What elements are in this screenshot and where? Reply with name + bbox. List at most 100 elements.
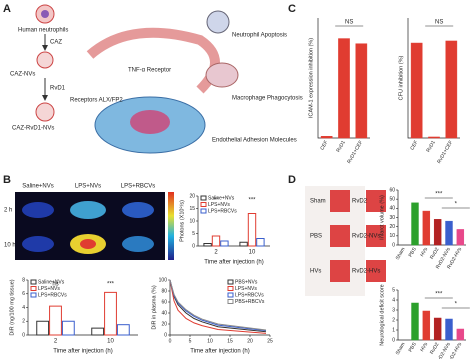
annotation: *** xyxy=(435,192,443,198)
x-tick-label: 15 xyxy=(227,338,233,344)
y-tick-label: 20 xyxy=(389,224,395,230)
legend-label: LPS+NVs xyxy=(38,286,60,292)
x-axis-label: Time after injection (h) xyxy=(53,349,112,355)
annotation: NS xyxy=(345,20,353,26)
y-tick-label: 6 xyxy=(22,291,25,297)
y-tick-label: 0 xyxy=(22,332,25,338)
legend-swatch xyxy=(227,286,234,291)
y-axis-label: ICAM-1 expression inhibition (%) xyxy=(308,38,314,118)
y-axis-label: CFU inhibition (%) xyxy=(398,56,404,101)
annotation: * xyxy=(455,202,458,208)
legend-label: PBS+NVs xyxy=(235,279,258,285)
x-tick-label: PBS xyxy=(408,341,419,353)
bar xyxy=(456,229,465,246)
cell-nucleus xyxy=(130,110,170,134)
brain-images: Sham PBS HVs RvD2 RvD2-NVs RvD2-HVs xyxy=(305,186,386,296)
legend-swatch xyxy=(30,286,37,291)
axis xyxy=(317,18,370,139)
x-tick-label: Sham xyxy=(395,342,407,356)
y-tick-label: 4 xyxy=(392,297,395,303)
imaging: Saline+NVs LPS+NVs LPS+RBCVs 2 h 10 h xyxy=(4,184,174,260)
line xyxy=(169,279,267,331)
brain-slice xyxy=(330,190,350,212)
bar xyxy=(256,238,265,247)
y-tick-label: 40 xyxy=(161,310,167,316)
x-tick-label: 10 xyxy=(107,339,114,345)
x-tick-label: 25 xyxy=(267,338,273,344)
macrophage-icon xyxy=(205,62,239,88)
bar xyxy=(445,220,453,246)
bar xyxy=(410,42,423,139)
annotation: *** xyxy=(107,282,115,288)
bar xyxy=(211,235,221,247)
x-tick-label: CEF xyxy=(409,140,419,152)
brain-label: RvD2 xyxy=(352,199,368,205)
annotation: * xyxy=(455,302,458,308)
receptor-label: Receptors ALX/FP2 xyxy=(70,98,123,104)
x-tick-label: CEF xyxy=(319,140,329,152)
bar xyxy=(433,219,442,246)
column-label: Saline+NVs xyxy=(22,184,54,190)
line xyxy=(169,279,267,334)
y-tick-label: 10 xyxy=(189,218,195,224)
legend-swatch xyxy=(200,208,207,214)
annotation: ns xyxy=(52,282,58,288)
x-tick-label: HVs xyxy=(419,341,429,353)
annotation: ** xyxy=(214,198,219,204)
bar xyxy=(49,305,62,336)
effect-label: Neutrophil Apoptosis xyxy=(232,33,287,39)
column-label: LPS+NVs xyxy=(75,184,101,190)
y-tick-label: 15 xyxy=(189,206,195,212)
bar xyxy=(433,317,442,341)
y-tick-label: 0 xyxy=(192,243,195,249)
bar xyxy=(456,328,465,341)
x-tick-label: 10 xyxy=(249,250,256,256)
x-tick-label: RvD1+CEF xyxy=(346,140,364,165)
y-tick-label: 30 xyxy=(389,215,395,221)
bar xyxy=(422,210,431,246)
x-tick-label: 2 xyxy=(214,250,218,256)
y-axis-label: Photons (X10⁹/s) xyxy=(178,200,185,242)
organ-signal xyxy=(122,236,154,252)
step-label: RvD1 xyxy=(50,86,66,92)
x-tick-label: RvD1+CEF xyxy=(436,140,454,165)
brain-slice xyxy=(366,190,386,212)
axis xyxy=(397,290,466,341)
x-tick-label: 20 xyxy=(247,338,253,344)
organ-signal xyxy=(70,201,106,219)
y-tick-label: 3 xyxy=(392,307,395,313)
y-tick-label: 0 xyxy=(164,332,167,338)
line xyxy=(169,279,267,332)
bar xyxy=(422,310,431,341)
bar xyxy=(411,302,419,341)
y-tick-label: 20 xyxy=(189,193,195,199)
y-tick-label: 0 xyxy=(392,242,395,248)
x-tick-label: 10 xyxy=(207,338,213,344)
panel-label: D xyxy=(288,174,296,186)
organ-signal xyxy=(22,236,54,252)
bar xyxy=(91,327,105,336)
bar xyxy=(36,320,50,336)
y-tick-label: 2 xyxy=(392,317,395,323)
x-tick-label: 5 xyxy=(189,338,192,344)
organ-signal xyxy=(22,202,54,218)
x-tick-label: PBS xyxy=(408,246,419,258)
organ-signal xyxy=(80,239,96,249)
legend-swatch xyxy=(30,279,37,285)
y-axis-label: Infarct volume (%) xyxy=(379,195,385,240)
brain-label: PBS xyxy=(310,234,322,240)
line xyxy=(169,279,267,333)
column-label: LPS+RBCVs xyxy=(121,184,156,190)
annotation: *** xyxy=(248,198,256,204)
legend-label: LPS+RBCVs xyxy=(208,208,237,214)
x-axis-label: Time after injection (h) xyxy=(190,349,249,355)
legend-swatch xyxy=(227,299,234,304)
x-tick-label: HVs xyxy=(419,246,429,258)
brain-slice xyxy=(330,260,350,282)
y-tick-label: 2 xyxy=(22,319,25,325)
legend-label: LPS+RBCVs xyxy=(235,292,264,298)
step-label: CAZ-RvD1-NVs xyxy=(12,126,54,132)
panel-label: A xyxy=(3,3,11,15)
vesicle-icon xyxy=(35,102,55,122)
